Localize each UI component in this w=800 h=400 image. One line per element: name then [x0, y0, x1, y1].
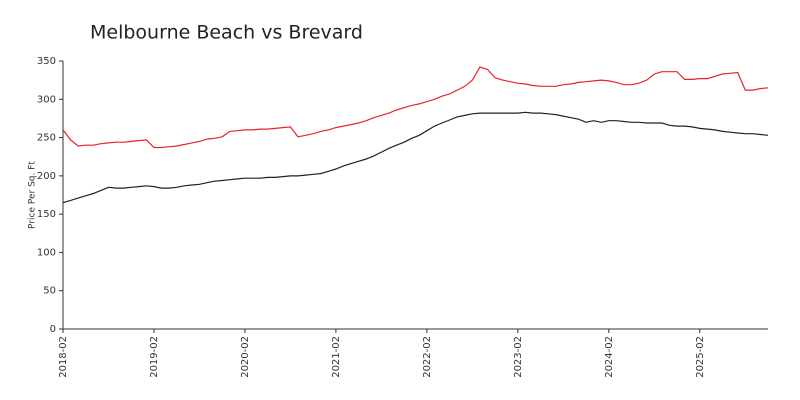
chart-title: Melbourne Beach vs Brevard	[90, 22, 363, 44]
y-tick-label: 50	[43, 286, 56, 297]
x-tick-label: 2024-02	[604, 336, 615, 378]
x-tick-label: 2025-02	[695, 336, 706, 378]
x-tick-label: 2019-02	[149, 336, 160, 378]
y-tick-label: 300	[37, 94, 56, 105]
series-line	[62, 111, 769, 204]
y-tick-label: 100	[37, 247, 56, 258]
series-line	[62, 66, 769, 149]
y-tick-label: 200	[37, 171, 56, 182]
x-tick-label: 2018-02	[58, 336, 69, 378]
y-tick-label: 0	[50, 324, 56, 335]
x-tick-label: 2022-02	[422, 336, 433, 378]
y-axis-label: Price Per Sq. Ft	[28, 161, 38, 229]
x-tick-label: 2023-02	[513, 336, 524, 378]
y-tick-label: 150	[37, 209, 56, 220]
y-tick-label: 250	[37, 133, 56, 144]
x-tick-label: 2020-02	[240, 336, 251, 378]
x-tick-label: 2021-02	[331, 336, 342, 378]
y-tick-label: 350	[37, 56, 56, 67]
